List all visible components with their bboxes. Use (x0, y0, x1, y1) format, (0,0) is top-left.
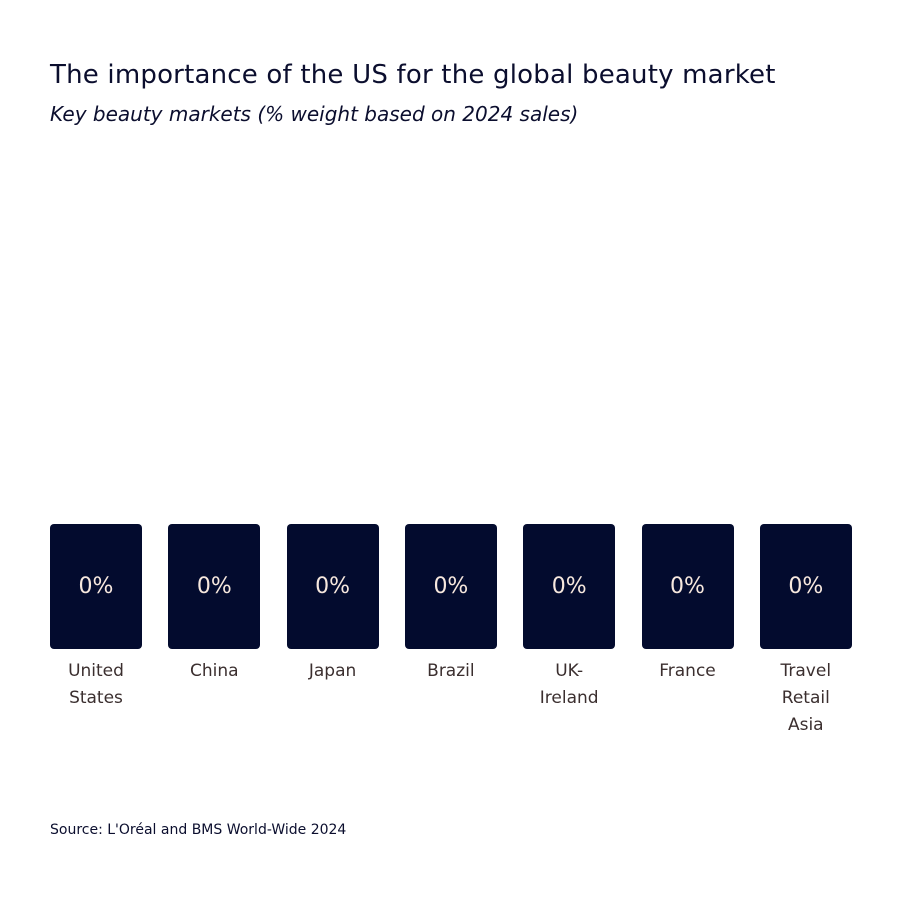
data-label: 0% (788, 574, 824, 599)
bar-japan: 0% (286, 524, 379, 649)
category-label: France (659, 661, 716, 681)
category-label: China (190, 661, 239, 681)
bar-china: 0% (168, 524, 261, 649)
category-label: United States (68, 661, 124, 708)
data-label: 0% (78, 574, 114, 599)
chart-title: The importance of the US for the global … (50, 60, 776, 90)
bar-travel-retail-asia: 0% (759, 524, 852, 649)
chart-subtitle: Key beauty markets (% weight based on 20… (50, 102, 579, 126)
data-label: 0% (551, 574, 587, 599)
source-note: Source: L'Oréal and BMS World-Wide 2024 (50, 822, 347, 838)
category-label: Japan (308, 661, 357, 681)
data-label: 0% (670, 574, 705, 599)
bar-uk-ireland: 0% (523, 524, 616, 649)
data-label: 0% (433, 574, 469, 599)
bar-united-states: 0% (50, 524, 142, 649)
category-label: Travel Retail Asia (780, 661, 832, 735)
category-label: UK- Ireland (539, 661, 599, 708)
category-label: Brazil (427, 661, 475, 681)
bar-brazil: 0% (404, 524, 497, 649)
data-label: 0% (315, 574, 351, 599)
bar-france: 0% (641, 524, 734, 649)
data-label: 0% (196, 574, 232, 599)
